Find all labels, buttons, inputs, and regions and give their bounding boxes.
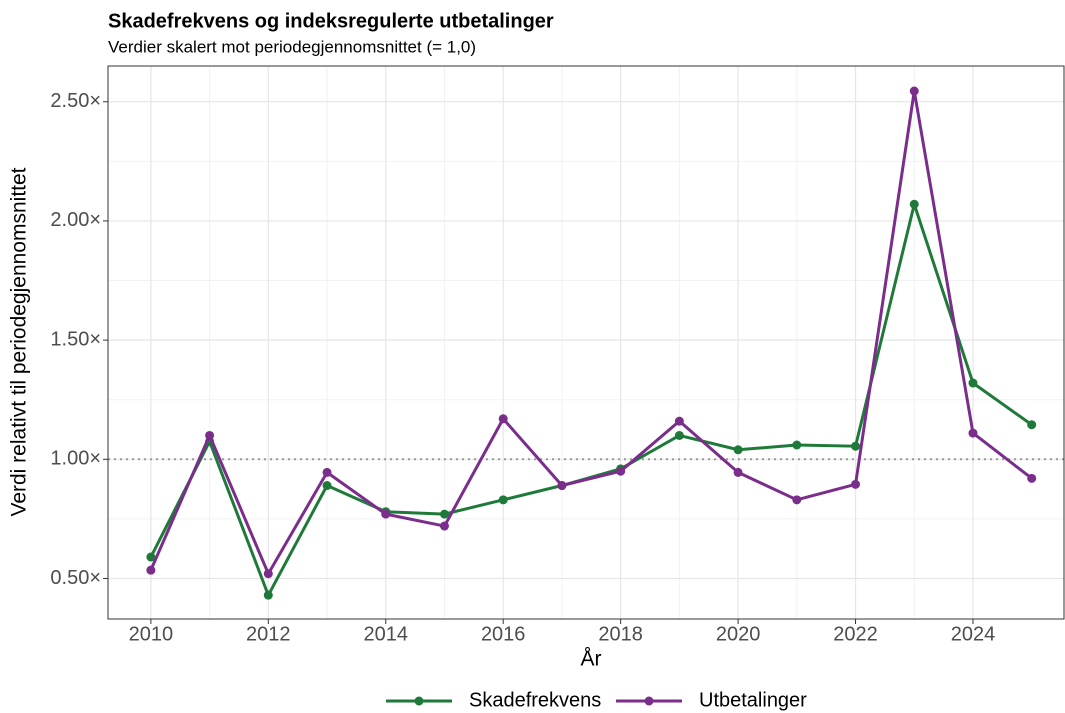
data-point — [263, 569, 273, 579]
data-point — [792, 440, 802, 450]
x-tick-label: 2022 — [833, 623, 878, 645]
legend-label: Utbetalinger — [699, 689, 807, 711]
y-tick-label: 0.50× — [50, 567, 101, 589]
data-point — [205, 430, 215, 440]
legend-swatch-point — [414, 696, 424, 706]
data-point — [381, 509, 391, 519]
data-point — [146, 565, 156, 575]
y-tick-label: 2.00× — [50, 209, 101, 231]
x-tick-label: 2014 — [364, 623, 409, 645]
data-point — [851, 479, 861, 489]
data-point — [498, 414, 508, 424]
x-axis-label: År — [581, 648, 602, 671]
data-point — [146, 552, 156, 562]
data-point — [851, 441, 861, 451]
x-tick-label: 2020 — [716, 623, 761, 645]
y-tick-label: 1.00× — [50, 448, 101, 470]
data-point — [674, 430, 684, 440]
data-point — [1027, 420, 1037, 430]
data-point — [322, 467, 332, 477]
data-point — [792, 495, 802, 505]
data-point — [909, 199, 919, 209]
data-point — [616, 466, 626, 476]
data-point — [733, 445, 743, 455]
data-point — [557, 481, 567, 491]
y-tick-label: 1.50× — [50, 328, 101, 350]
x-tick-label: 2012 — [246, 623, 291, 645]
series-line — [149, 89, 1033, 576]
y-axis-label: Verdi relativt til periodegjennomsnittet — [8, 167, 31, 516]
x-tick-label: 2024 — [951, 623, 996, 645]
data-point — [263, 590, 273, 600]
data-point — [498, 495, 508, 505]
data-point — [968, 428, 978, 438]
data-point — [439, 509, 449, 519]
y-tick-label: 2.50× — [50, 90, 101, 112]
data-point — [322, 481, 332, 491]
x-tick-label: 2016 — [481, 623, 526, 645]
data-point — [439, 521, 449, 531]
x-tick-label: 2018 — [598, 623, 643, 645]
data-point — [968, 378, 978, 388]
x-tick-label: 2010 — [129, 623, 174, 645]
chart-title: Skadefrekvens og indeksregulerte utbetal… — [108, 10, 554, 32]
legend-swatch-point — [644, 696, 654, 706]
data-point — [1027, 473, 1037, 483]
chart-subtitle: Verdier skalert mot periodegjennomsnitte… — [108, 37, 476, 56]
data-point — [733, 467, 743, 477]
legend-label: Skadefrekvens — [469, 689, 601, 711]
data-point — [674, 416, 684, 426]
data-point — [909, 86, 919, 96]
plot-border — [107, 65, 1065, 620]
